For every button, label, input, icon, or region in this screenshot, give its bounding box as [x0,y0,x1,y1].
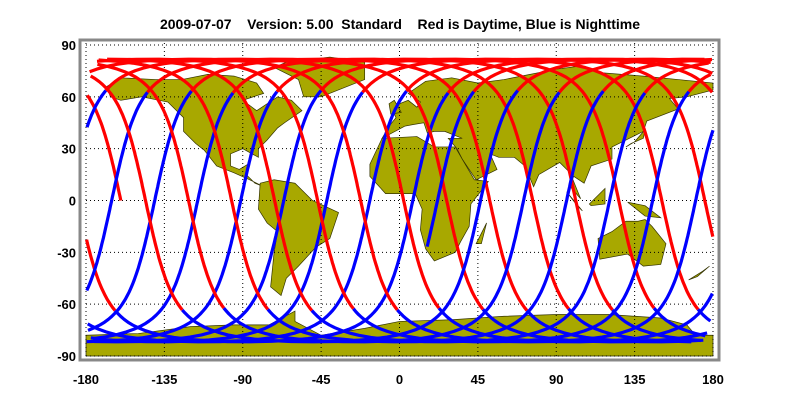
land-polygon [106,74,303,188]
grid-lines [85,43,714,357]
x-tick-label: 0 [396,372,403,387]
daytime-track [190,57,529,312]
daytime-track [231,57,570,310]
x-tick-label: 90 [549,372,563,387]
nighttime-track [437,292,714,344]
land-polygon [627,201,662,219]
y-tick-label: 60 [62,90,76,105]
daytime-track [319,57,656,310]
daytime-track [472,57,713,93]
daytime-track [104,57,441,310]
nighttime-track [85,89,108,128]
nighttime-track [181,89,519,344]
nighttime-track [266,90,605,344]
daytime-track [96,57,355,310]
daytime-track [361,57,700,311]
nighttime-track [352,90,691,344]
daytime-track [146,57,485,311]
map-title: 2009-07-07 Version: 5.00 Standard Red is… [159,16,641,32]
x-tick-label: -135 [151,372,177,387]
land-polygon [688,265,710,281]
x-tick-label: 180 [702,372,724,387]
daytime-track [275,57,614,311]
daytime-track [85,239,117,312]
x-tick-label: 45 [471,372,485,387]
land-polygon [588,187,606,207]
y-tick-label: 30 [62,142,76,157]
daytime-track [516,57,711,92]
nighttime-track [481,308,708,344]
nighttime-track [396,129,715,344]
daytime-track [89,74,184,311]
orbit-tracks [85,57,715,344]
nighttime-track [85,91,149,292]
land-polygon [475,222,487,245]
nighttime-track [222,91,561,344]
daytime-track [97,62,226,310]
nighttime-track [425,90,475,247]
daytime-track [107,57,314,312]
nighttime-track [310,91,647,344]
x-tick-label: -45 [312,372,331,387]
nighttime-track [90,91,364,344]
daytime-track [98,58,270,311]
land-polygon [273,56,366,98]
y-tick-labels: 90 60 30 0 -30 -60 -90 [57,38,76,364]
y-tick-label: 90 [62,38,76,53]
x-tick-label: -180 [73,372,99,387]
daytime-track [687,72,712,93]
x-tick-label: 135 [624,372,646,387]
y-tick-label: -90 [57,349,76,364]
daytime-track [89,57,399,311]
y-tick-label: 0 [69,194,76,209]
y-tick-label: -60 [57,297,76,312]
x-tick-label: -90 [233,372,252,387]
y-tick-label: -30 [57,245,76,260]
x-tick-labels: -180 -135 -90 -45 0 45 90 135 180 [73,372,724,387]
